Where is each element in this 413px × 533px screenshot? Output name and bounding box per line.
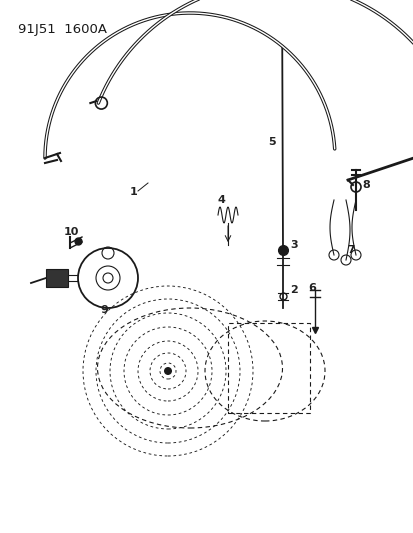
- Text: 4: 4: [218, 195, 225, 205]
- Text: 2: 2: [289, 285, 297, 295]
- Circle shape: [164, 367, 171, 375]
- Text: 3: 3: [289, 240, 297, 250]
- Text: 8: 8: [361, 180, 369, 190]
- Text: 5: 5: [267, 137, 275, 147]
- FancyBboxPatch shape: [46, 269, 68, 287]
- Text: 91J51  1600A: 91J51 1600A: [18, 23, 107, 36]
- Text: 6: 6: [307, 283, 315, 293]
- Text: 1: 1: [130, 187, 138, 197]
- Text: 7: 7: [346, 245, 354, 255]
- Text: 9: 9: [100, 305, 108, 315]
- Text: 10: 10: [64, 227, 79, 237]
